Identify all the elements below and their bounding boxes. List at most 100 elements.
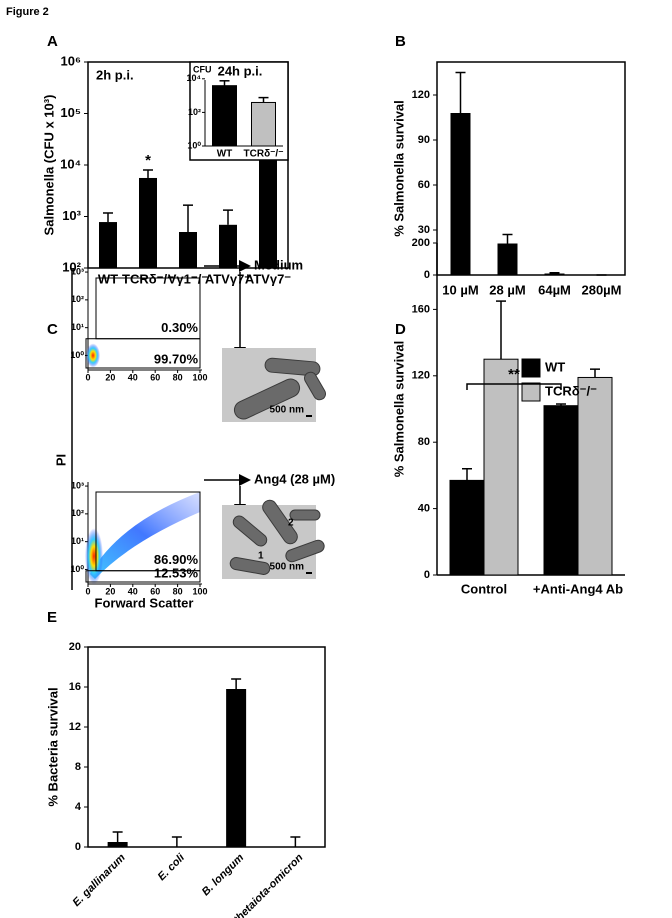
x-tick-label: ATVγ7⁻ xyxy=(245,271,291,286)
bar xyxy=(139,177,157,268)
y-tick-label: 0 xyxy=(424,269,430,281)
inset-y-tick-label: 10² xyxy=(188,107,201,117)
x-tick-label: 20 xyxy=(105,372,115,382)
y-axis-label: % Salmonella survival xyxy=(391,341,406,478)
panel-label: B xyxy=(395,33,406,50)
y-tick-label: 10³ xyxy=(62,208,81,223)
x-tick-label: Control xyxy=(461,581,507,596)
bacterium xyxy=(233,378,301,420)
x-tick-label: 20 xyxy=(105,586,115,596)
x-tick-label: 28 µM xyxy=(489,282,525,297)
bacterium xyxy=(232,515,268,547)
bar xyxy=(226,689,247,847)
y-tick-label: 8 xyxy=(75,761,81,773)
significance-bracket xyxy=(466,383,562,390)
bacterium xyxy=(262,499,298,545)
bacterium xyxy=(304,371,326,401)
x-tick-label: 40 xyxy=(128,586,138,596)
x-tick-label: 100 xyxy=(192,372,207,382)
bar xyxy=(219,224,237,268)
y-tick-label: 10³ xyxy=(71,266,84,276)
y-axis-label: % Bacteria survival xyxy=(45,687,60,806)
bar xyxy=(497,243,518,275)
panel-label: D xyxy=(395,321,406,338)
inset-y-tick-label: 10⁰ xyxy=(187,140,201,150)
x-tick-label: 0 xyxy=(85,586,90,596)
x-tick-label: E. coli xyxy=(156,851,188,883)
y-tick-label: 10⁵ xyxy=(60,105,81,120)
condition-label: Medium xyxy=(254,257,303,272)
x-tick-label: +Anti-Ang4 Ab xyxy=(533,581,623,596)
y-tick-label: 200 xyxy=(412,237,430,249)
gate-label: 99.70% xyxy=(154,351,199,366)
bacterium xyxy=(289,509,321,521)
plot-frame xyxy=(436,61,626,276)
legend-swatch xyxy=(521,358,541,378)
x-tick-label: WT xyxy=(98,271,118,286)
y-tick-label: 30 xyxy=(418,224,430,236)
gate-label: 0.30% xyxy=(161,320,198,335)
density-blob xyxy=(86,343,100,368)
y-tick-label: 0 xyxy=(424,569,430,581)
y-tick-label: 10⁰ xyxy=(70,350,84,360)
bacterium xyxy=(285,539,325,563)
inset-bar xyxy=(212,85,237,147)
panel-label: A xyxy=(47,33,58,50)
y-tick-label: 80 xyxy=(418,436,430,448)
x-tick-label: 280µM xyxy=(581,282,621,297)
y-tick-label: 60 xyxy=(418,179,430,191)
panel-label: C xyxy=(47,321,58,338)
y-tick-label: 160 xyxy=(412,303,430,315)
legend-swatch xyxy=(521,382,541,402)
scale-bar-label: 500 nm xyxy=(270,405,305,416)
density-streak xyxy=(90,492,200,579)
y-tick-label: 120 xyxy=(412,370,430,382)
bar xyxy=(543,405,579,576)
inset-x-tick-label: TCRδ⁻/⁻ xyxy=(244,149,284,160)
y-tick-label: 4 xyxy=(75,801,82,813)
bar xyxy=(107,842,128,847)
y-axis-label: Salmonella (CFU x 10³) xyxy=(41,95,56,236)
inset-x-tick-label: WT xyxy=(217,149,233,160)
y-tick-label: 16 xyxy=(69,681,81,693)
inset-title: 24h p.i. xyxy=(218,63,263,78)
y-tick-label: 90 xyxy=(418,134,430,146)
y-tick-label: 10⁰ xyxy=(70,564,84,574)
bar xyxy=(179,232,197,268)
plot-frame xyxy=(87,646,326,848)
y-tick-label: 0 xyxy=(75,841,81,853)
significance: * xyxy=(145,152,151,169)
inset-bar xyxy=(251,101,276,147)
y-tick-label: 10¹ xyxy=(71,322,84,332)
y-axis-label: PI xyxy=(53,454,68,466)
x-tick-label: E. gallinarum xyxy=(70,852,127,909)
figure-title: Figure 2 xyxy=(6,6,49,18)
x-tick-label: 10 µM xyxy=(442,282,478,297)
bar xyxy=(544,273,565,275)
panel-label: E xyxy=(47,609,57,626)
x-tick-label: 0 xyxy=(85,372,90,382)
x-tick-label: 60 xyxy=(150,372,160,382)
scale-bar-label: 500 nm xyxy=(270,562,305,573)
legend-label: TCRδ⁻/⁻ xyxy=(545,383,597,398)
y-tick-label: 10² xyxy=(71,508,84,518)
significance: ** xyxy=(508,366,520,383)
legend-label: WT xyxy=(545,359,565,374)
x-tick-label: TCRδ⁻/⁻ xyxy=(122,271,174,286)
y-tick-label: 10² xyxy=(71,294,84,304)
x-tick-label: 64µM xyxy=(538,282,571,297)
bar xyxy=(449,479,485,576)
x-tick-label: 40 xyxy=(128,372,138,382)
y-tick-label: 10² xyxy=(62,259,81,274)
inset-y-tick-label: 10⁴ xyxy=(187,73,201,83)
x-tick-label: B. longum xyxy=(200,852,247,899)
y-axis-label: % Salmonella survival xyxy=(391,100,406,237)
bar xyxy=(577,376,613,576)
gate xyxy=(85,570,201,583)
marker-label: 1 xyxy=(258,551,264,562)
density-blob xyxy=(85,528,103,585)
y-tick-label: 10⁴ xyxy=(60,156,81,171)
x-tick-label: 80 xyxy=(173,372,183,382)
y-tick-label: 20 xyxy=(69,641,81,653)
